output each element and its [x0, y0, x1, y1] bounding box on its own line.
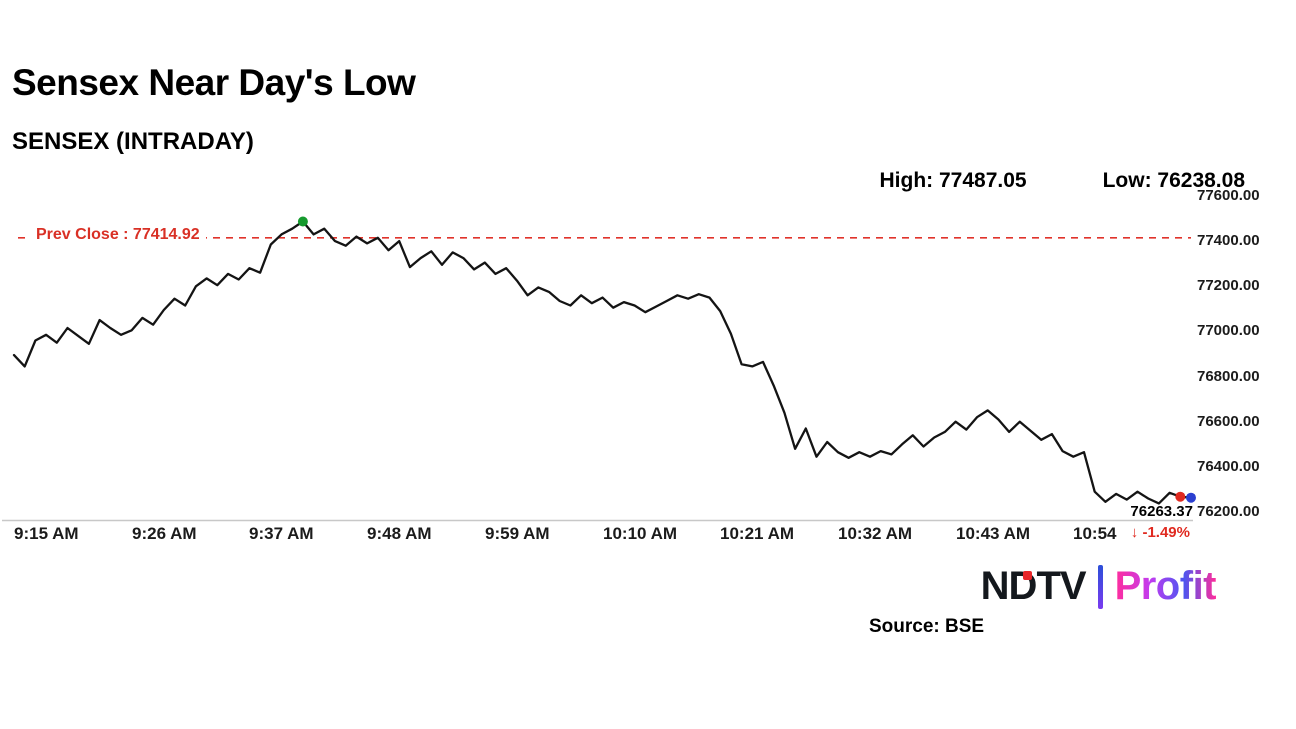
x-axis-label: 10:54	[1073, 524, 1117, 543]
x-axis-label: 9:26 AM	[132, 524, 197, 543]
y-axis-label: 76800.00	[1197, 368, 1260, 385]
prev-close-label: Prev Close : 77414.92	[30, 226, 206, 244]
source-label: Source: BSE	[869, 616, 985, 637]
x-axis-label: 10:32 AM	[838, 524, 913, 543]
x-axis-label: 9:48 AM	[367, 524, 432, 543]
chart-subtitle: SENSEX (INTRADAY)	[12, 128, 254, 155]
ndtv-logo-red-dot-icon	[1022, 571, 1032, 580]
x-axis-label: 9:37 AM	[249, 524, 314, 543]
day-high-marker	[297, 216, 308, 227]
y-axis-label: 77000.00	[1197, 322, 1260, 339]
x-axis-label: 9:59 AM	[485, 524, 550, 543]
change-percent-label: ↓ -1.49%	[1130, 524, 1190, 541]
day-low-label: Low: 76238.08	[1102, 169, 1245, 192]
page-title: Sensex Near Day's Low	[12, 62, 416, 103]
last-tick-marker	[1175, 491, 1186, 502]
y-axis-label: 77600.00	[1197, 187, 1260, 204]
last-price-label: 76263.37	[1130, 503, 1193, 520]
ndtv-wordmark: NDTV	[980, 564, 1087, 608]
x-axis-label: 10:10 AM	[603, 524, 678, 543]
logo-separator-bar	[1097, 564, 1103, 609]
y-axis-label: 76400.00	[1197, 458, 1260, 475]
day-high-label: High: 77487.05	[879, 169, 1027, 192]
high-low-readout: High: 77487.05 Low: 76238.08	[880, 169, 1245, 193]
y-axis-label: 76200.00	[1197, 503, 1260, 520]
x-axis-label: 10:21 AM	[720, 524, 795, 543]
y-axis-label: 77200.00	[1197, 277, 1260, 294]
ndtv-profit-logo: NDTV Profit	[980, 564, 1217, 609]
x-axis-label: 10:43 AM	[956, 524, 1031, 543]
x-axis-label: 9:15 AM	[14, 524, 79, 543]
price-line	[12, 220, 1193, 505]
chart-markers	[297, 216, 1196, 503]
profit-wordmark: Profit	[1114, 564, 1217, 608]
session-end-marker	[1186, 492, 1196, 503]
y-axis-label: 77400.00	[1197, 232, 1260, 249]
y-axis-label: 76600.00	[1197, 413, 1260, 430]
